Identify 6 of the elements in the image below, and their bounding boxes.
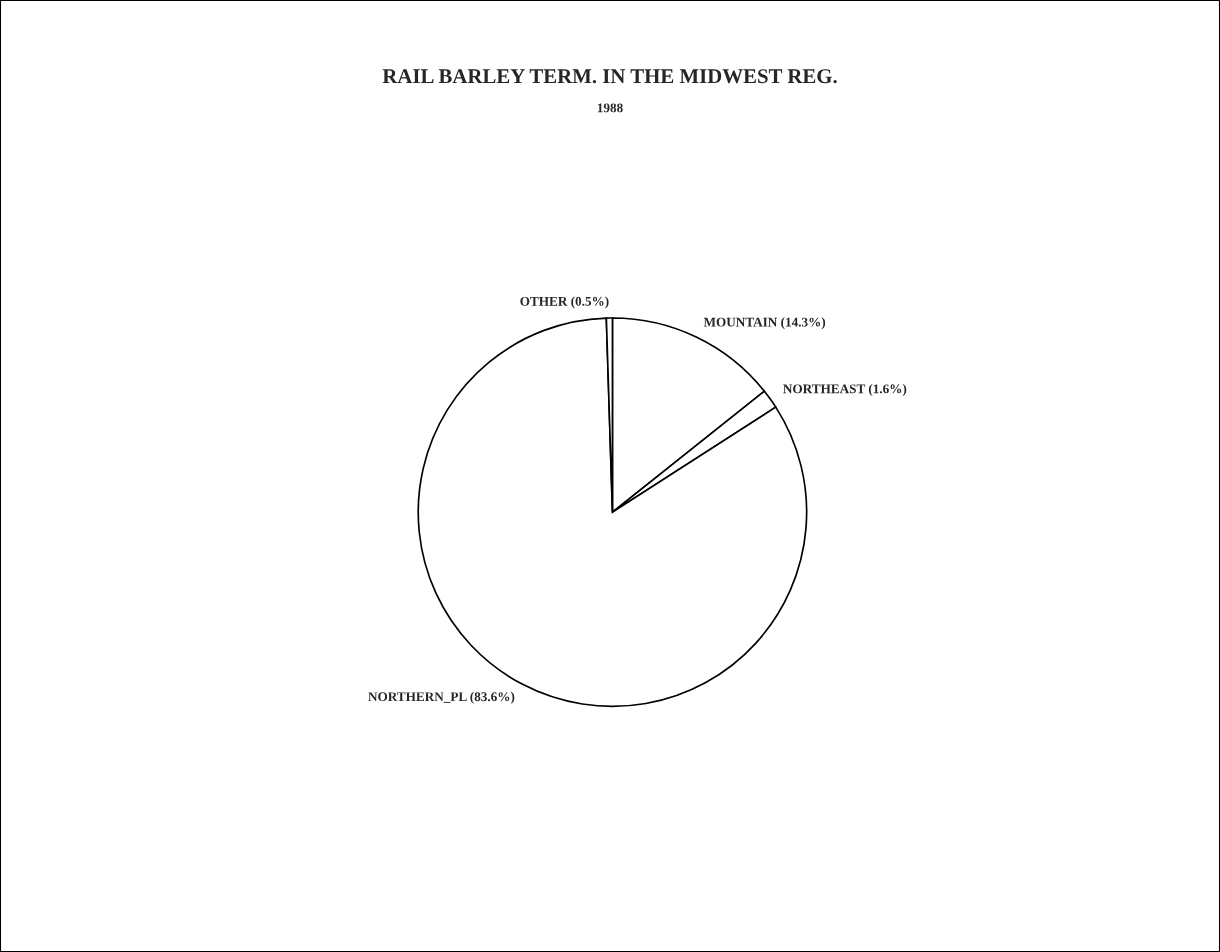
slice-label: NORTHERN_PL (83.6%) [368,691,515,704]
slice-label: MOUNTAIN (14.3%) [703,317,826,330]
chart-title: RAIL BARLEY TERM. IN THE MIDWEST REG. [382,69,837,84]
slice-label: NORTHEAST (1.6%) [783,383,907,396]
chart-subtitle: 1988 [597,103,623,113]
slice-label: OTHER (0.5%) [520,296,609,309]
